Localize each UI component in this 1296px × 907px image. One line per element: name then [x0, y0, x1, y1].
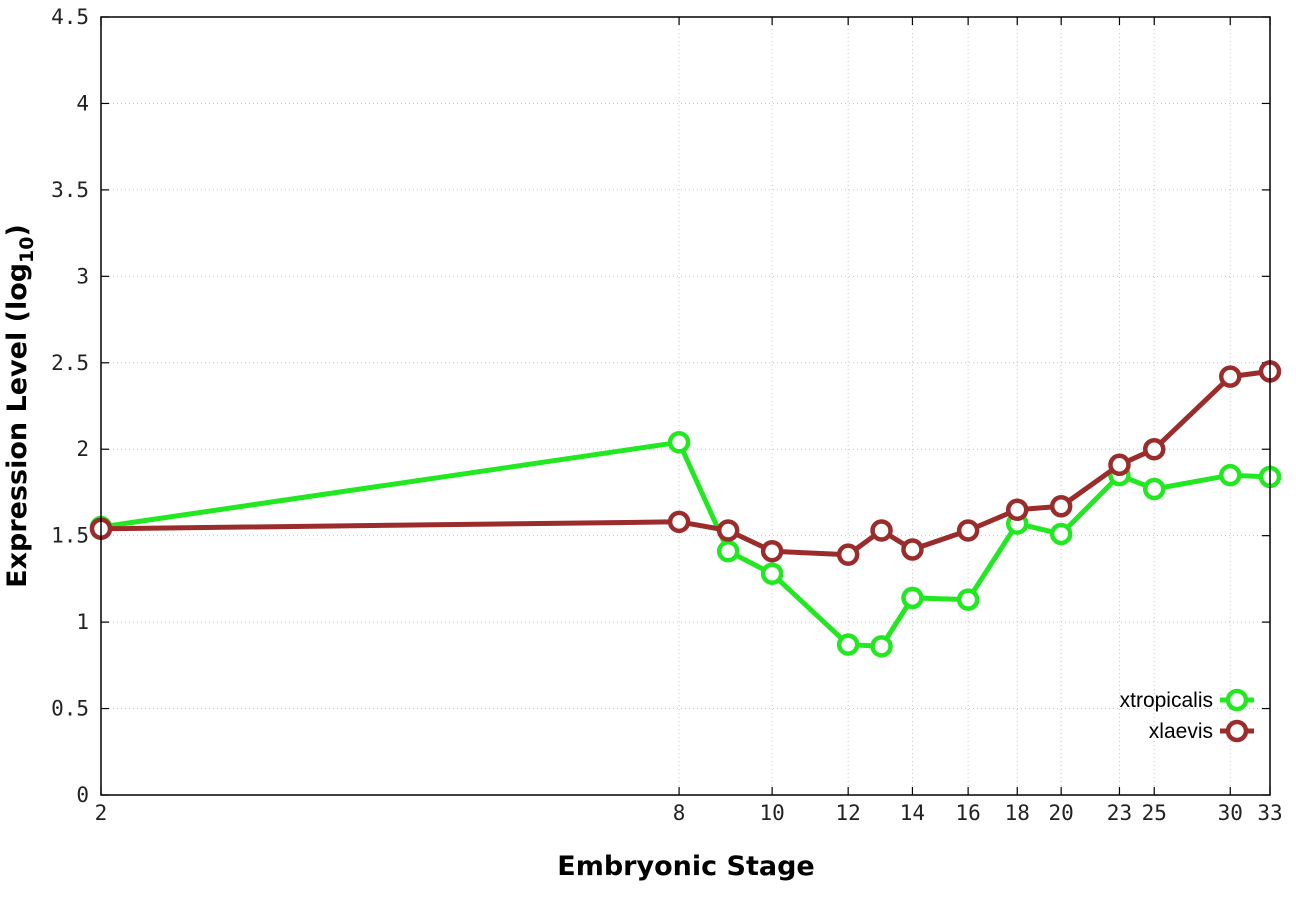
grid [101, 17, 1270, 795]
data-point [836, 633, 860, 656]
series-xlaevis [89, 360, 1282, 566]
data-point [1142, 477, 1166, 501]
data-point [667, 510, 691, 534]
x-tick-label: 30 [1218, 801, 1243, 825]
series-xtropicalis [89, 431, 1282, 658]
x-tick-label: 8 [673, 801, 686, 825]
y-tick-label: 2.5 [51, 351, 89, 375]
x-tick-label: 2 [95, 801, 108, 825]
x-tick-label: 33 [1257, 801, 1282, 825]
series-line [100, 439, 1271, 649]
x-tick-label: 18 [1005, 801, 1030, 825]
legend-item-xlaevis: xlaevis [1149, 719, 1254, 743]
series-layer [89, 360, 1282, 658]
data-point [1219, 365, 1242, 388]
legend-swatch-marker [1225, 688, 1249, 712]
data-point [1219, 463, 1242, 487]
data-point [956, 588, 980, 611]
y-axis-label-close: ) [2, 224, 33, 236]
x-tick-label: 10 [759, 801, 784, 825]
y-axis-label-sub: 10 [16, 236, 38, 262]
data-point [667, 431, 691, 454]
data-point [870, 519, 893, 542]
data-point [760, 562, 784, 585]
y-tick-label: 3 [76, 264, 89, 288]
y-tick-label: 1 [76, 610, 89, 634]
x-tick-label: 23 [1107, 801, 1132, 825]
x-tick-label: 25 [1142, 801, 1167, 825]
legend: xtropicalis xlaevis [1120, 688, 1254, 743]
x-tick-label: 12 [836, 801, 861, 825]
y-tick-label: 4 [76, 91, 89, 115]
legend-swatch-marker [1225, 719, 1249, 743]
legend-label: xlaevis [1149, 720, 1213, 743]
y-tick-label: 1.5 [51, 524, 89, 548]
x-tick-label: 20 [1049, 801, 1074, 825]
data-point [956, 519, 980, 542]
y-tick-label: 0.5 [51, 697, 89, 721]
y-axis-label: Expression Level (log10) [2, 224, 38, 588]
x-tick-label: 16 [955, 801, 980, 825]
data-point [901, 538, 924, 561]
legend-label: xtropicalis [1120, 689, 1213, 712]
y-tick-label: 0 [76, 783, 89, 807]
data-point [1005, 498, 1029, 521]
axis-ticks: 2 8 10 12 14 16 18 20 23 25 30 33 0 0.5 1 1.5 2 2.5 3 3.5 4 4… [51, 5, 1283, 825]
data-point [1142, 437, 1166, 461]
y-tick-label: 2 [76, 437, 89, 461]
data-point [716, 519, 740, 542]
data-point [716, 539, 740, 563]
data-point [760, 539, 784, 563]
x-tick-label: 14 [900, 801, 925, 825]
x-axis-label: Embryonic Stage [557, 851, 814, 882]
data-point [870, 635, 893, 658]
data-point [1049, 522, 1073, 546]
plot-frame [100, 16, 1271, 796]
data-point [1108, 453, 1131, 477]
svg-text:Expression Level (log10): Expression Level (log10) [2, 224, 38, 588]
y-tick-label: 4.5 [51, 5, 89, 29]
y-axis-label-main: Expression Level (log [2, 263, 33, 588]
data-point [1049, 495, 1073, 518]
data-point [901, 586, 924, 610]
legend-item-xtropicalis: xtropicalis [1120, 688, 1254, 712]
data-point [836, 543, 860, 566]
y-tick-label: 3.5 [51, 178, 89, 202]
